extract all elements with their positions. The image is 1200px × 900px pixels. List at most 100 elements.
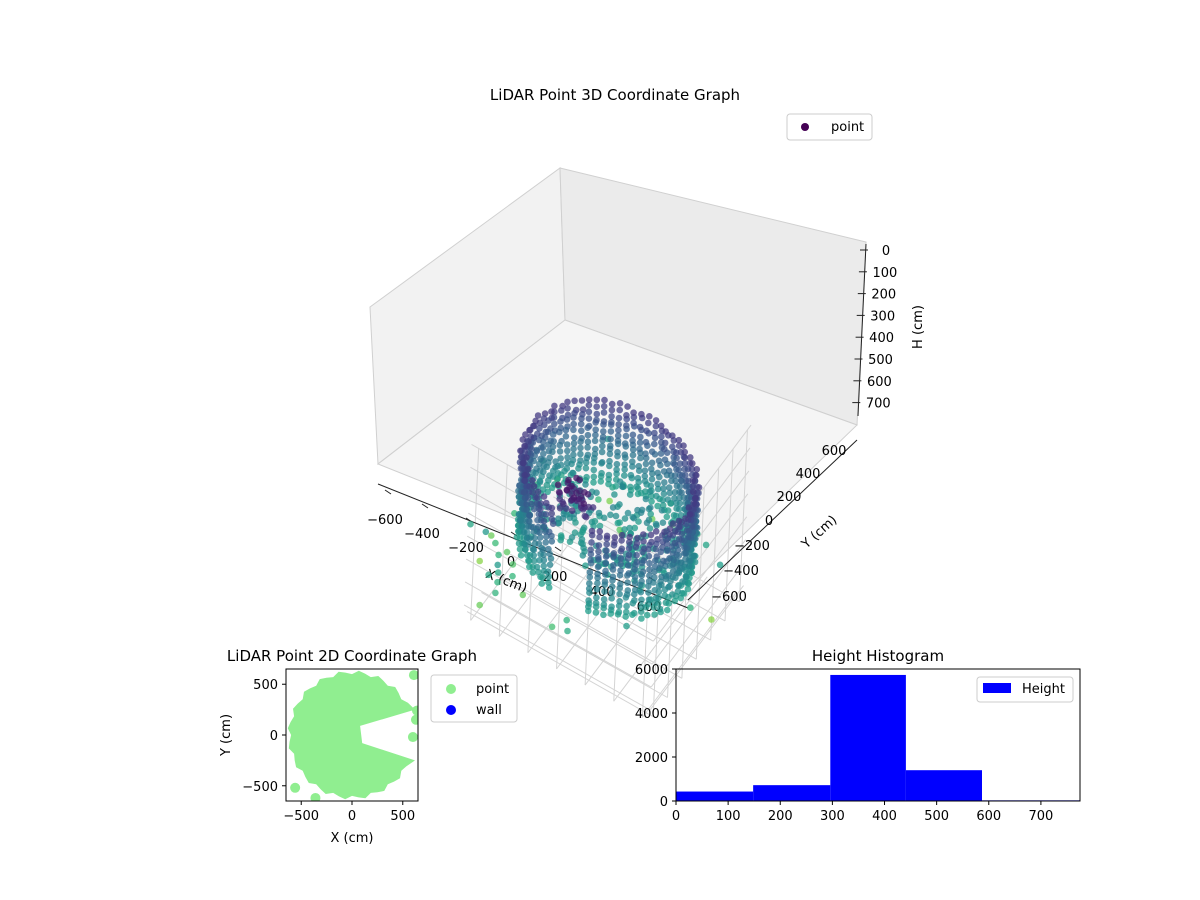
- data-point-3d: [522, 431, 529, 438]
- data-point-3d: [633, 551, 640, 559]
- data-point-3d: [540, 562, 547, 570]
- data-point-3d: [662, 599, 670, 606]
- histogram-bar: [830, 674, 906, 801]
- data-point-3d: [590, 479, 597, 486]
- data-point-3d: [660, 485, 667, 492]
- data-point-3d: [564, 405, 571, 412]
- data-point-3d: [645, 589, 652, 596]
- data-point-3d: [543, 481, 551, 489]
- data-point-3d: [624, 509, 632, 517]
- data-point-2d: [411, 705, 418, 716]
- z-tick-label-3d: 600: [867, 375, 892, 390]
- data-point-3d: [563, 486, 571, 494]
- data-point-3d: [535, 523, 542, 531]
- data-point-3d: [534, 488, 542, 496]
- data-point-3d: [668, 477, 675, 485]
- data-point-3d: [615, 426, 622, 434]
- data-point-3d: [681, 465, 688, 473]
- data-point-3d: [668, 543, 676, 550]
- data-point-3d: [661, 592, 668, 599]
- data-point-3d: [536, 460, 543, 468]
- data-point-3d: [664, 606, 671, 614]
- data-point-3d: [482, 528, 490, 536]
- data-point-3d: [492, 539, 499, 547]
- data-point-2d: [407, 732, 418, 743]
- x-tick-label-2d: 500: [390, 809, 415, 824]
- data-point-3d: [673, 482, 681, 490]
- data-point-3d: [669, 443, 676, 451]
- data-point-3d: [592, 445, 599, 453]
- data-point-3d: [690, 500, 697, 507]
- data-point-3d: [623, 412, 630, 419]
- data-point-3d: [603, 540, 610, 548]
- data-point-3d: [579, 552, 587, 559]
- data-point-3d: [626, 533, 633, 541]
- data-point-3d: [534, 494, 541, 502]
- data-point-3d: [585, 415, 593, 422]
- data-point-3d: [608, 603, 615, 610]
- data-point-3d: [607, 428, 615, 435]
- data-point-3d: [557, 455, 564, 462]
- data-point-3d: [594, 563, 602, 571]
- data-point-3d: [664, 547, 672, 554]
- z-tick-label-3d: 700: [866, 397, 891, 412]
- xlabel-2d: X (cm): [331, 831, 374, 846]
- y-tick-label-2d: 0: [270, 729, 278, 744]
- data-point-3d: [631, 524, 639, 532]
- data-point-3d: [600, 428, 607, 435]
- data-point-3d: [564, 627, 571, 635]
- data-point-3d: [577, 420, 585, 428]
- y-tick-label-3d: −400: [723, 564, 759, 579]
- y-tick-label-3d: 600: [822, 444, 847, 459]
- data-point-3d: [627, 471, 635, 479]
- data-point-3d: [646, 525, 654, 532]
- data-point-3d: [634, 474, 642, 482]
- data-point-3d: [611, 534, 619, 541]
- data-point-3d: [523, 500, 530, 508]
- data-point-3d: [652, 528, 660, 535]
- z-tick-label-3d: 0: [882, 244, 890, 259]
- x-tick-label-hist: 400: [872, 809, 897, 824]
- data-point-3d: [643, 611, 651, 619]
- data-point-3d: [642, 495, 650, 503]
- point-cloud-2d: [287, 670, 415, 800]
- data-point-3d: [659, 538, 666, 546]
- data-point-3d: [642, 460, 650, 468]
- data-point-3d: [585, 597, 592, 604]
- data-point-2d: [410, 714, 418, 725]
- grid-line: [695, 487, 705, 660]
- data-point-3d: [615, 421, 622, 428]
- data-point-3d: [564, 459, 571, 467]
- title-3d: LiDAR Point 3D Coordinate Graph: [490, 86, 740, 104]
- data-point-3d: [658, 427, 666, 435]
- data-point-3d: [664, 496, 672, 503]
- data-point-3d: [608, 595, 615, 602]
- x-tick-label-hist: 0: [672, 809, 680, 824]
- data-point-3d: [631, 579, 639, 587]
- data-point-3d: [663, 513, 671, 521]
- data-point-3d: [603, 547, 610, 554]
- data-point-3d: [520, 528, 528, 536]
- data-point-3d: [681, 549, 688, 557]
- data-point-3d: [625, 570, 632, 577]
- z-tick-label-3d: 300: [870, 309, 895, 324]
- data-point-3d: [525, 488, 533, 496]
- data-point-3d: [609, 573, 617, 581]
- data-point-3d: [592, 426, 599, 434]
- data-point-3d: [654, 485, 662, 493]
- data-point-3d: [632, 543, 640, 551]
- x-tick-label-hist: 300: [820, 809, 845, 824]
- data-point-3d: [637, 433, 644, 441]
- data-point-3d: [629, 437, 636, 445]
- data-point-3d: [611, 491, 618, 498]
- data-point-3d: [609, 504, 617, 511]
- data-point-3d: [569, 469, 576, 477]
- data-point-3d: [600, 409, 608, 416]
- histogram-bars: [676, 674, 1080, 801]
- data-point-3d: [585, 401, 593, 409]
- data-point-3d: [529, 477, 536, 484]
- data-point-3d: [599, 442, 606, 450]
- data-point-3d: [656, 605, 664, 613]
- data-point-3d: [529, 469, 537, 476]
